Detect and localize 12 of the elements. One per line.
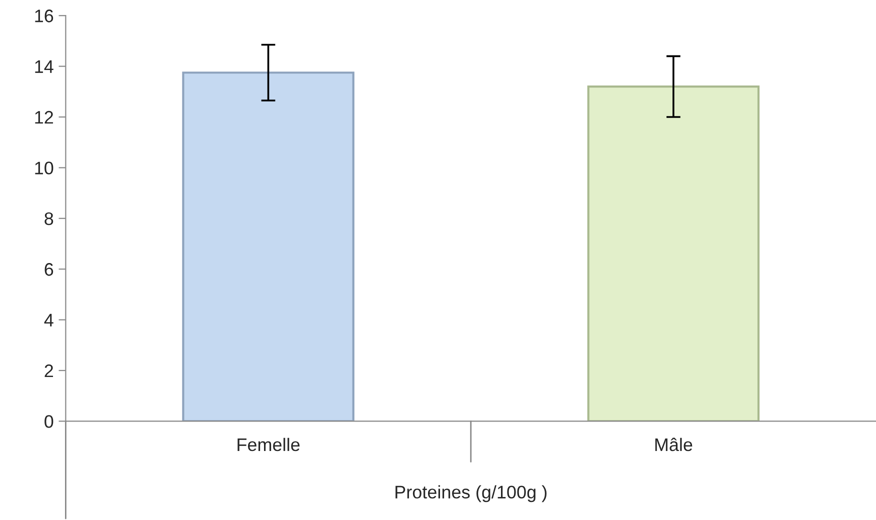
- x-tick-label: Femelle: [238, 438, 300, 452]
- x-tick-label: Mâle: [655, 438, 692, 452]
- y-tick-label: 2: [44, 364, 53, 378]
- x-axis-title: Proteines (g/100g ): [396, 485, 547, 502]
- y-tick-label: 16: [35, 10, 54, 22]
- y-tick-label: 4: [44, 314, 54, 326]
- y-tick-label: 8: [44, 212, 54, 226]
- y-tick-label: 12: [35, 110, 53, 124]
- y-tick-label: 0: [44, 415, 54, 428]
- y-tick-label: 14: [35, 60, 54, 73]
- y-tick-label: 10: [35, 162, 54, 174]
- y-tick-label: 6: [44, 263, 54, 276]
